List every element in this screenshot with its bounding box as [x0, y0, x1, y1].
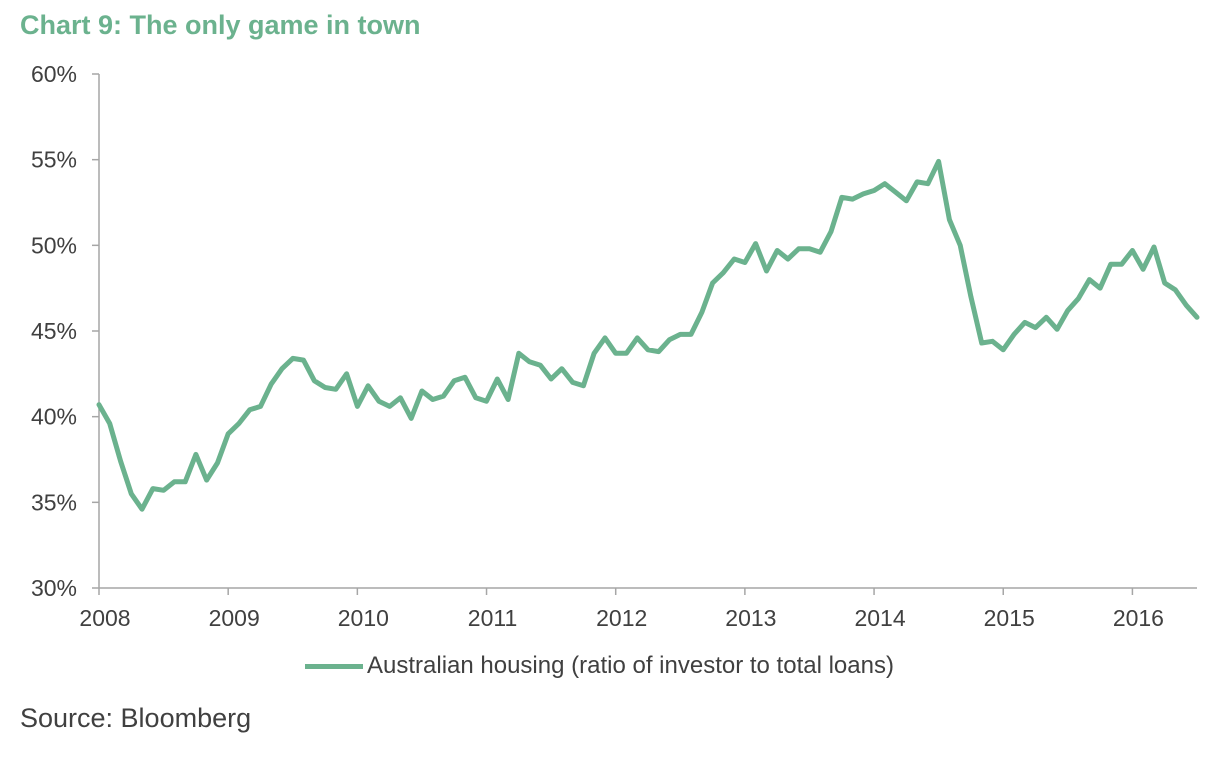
chart-plot: 30%35%40%45%50%55%60% 2008 2009 2010 2011 20…: [31, 61, 1200, 631]
x-tick-label: 2012: [596, 605, 647, 631]
y-tick-label: 35%: [31, 489, 77, 515]
x-tick-label: 2010: [338, 605, 389, 631]
x-axis: 2008 2009 2010 2011 2012 2013 2014 2015 2016: [79, 587, 1197, 631]
y-axis: 30% 35% 40% 45% 50% 55% 60%: [31, 61, 100, 601]
x-tick-label: 2011: [468, 605, 517, 631]
x-tick-label: 2014: [854, 605, 905, 631]
x-tick-label: 2013: [725, 605, 776, 631]
series-layer: [96, 158, 1200, 512]
x-tick-label: 2009: [209, 605, 260, 631]
y-tick-label: 30%: [31, 575, 77, 601]
y-tick-label: 45%: [31, 318, 77, 344]
y-tick-label: 50%: [31, 232, 77, 258]
chart-title: Chart 9: The only game in town: [20, 10, 421, 40]
legend-swatch: [305, 663, 363, 669]
x-tick-label: 2008: [79, 605, 130, 631]
y-tick-label: 55%: [31, 147, 77, 173]
x-tick-label: 2015: [984, 605, 1035, 631]
y-tick-label: 40%: [31, 404, 77, 430]
legend: Australian housing (ratio of investor to…: [305, 652, 894, 680]
series-line: [96, 158, 1200, 512]
y-tick-label: 60%: [31, 61, 77, 87]
legend-label: Australian housing (ratio of investor to…: [367, 652, 894, 679]
source-note: Source: Bloomberg: [20, 703, 252, 733]
x-tick-label: 2016: [1113, 605, 1164, 631]
